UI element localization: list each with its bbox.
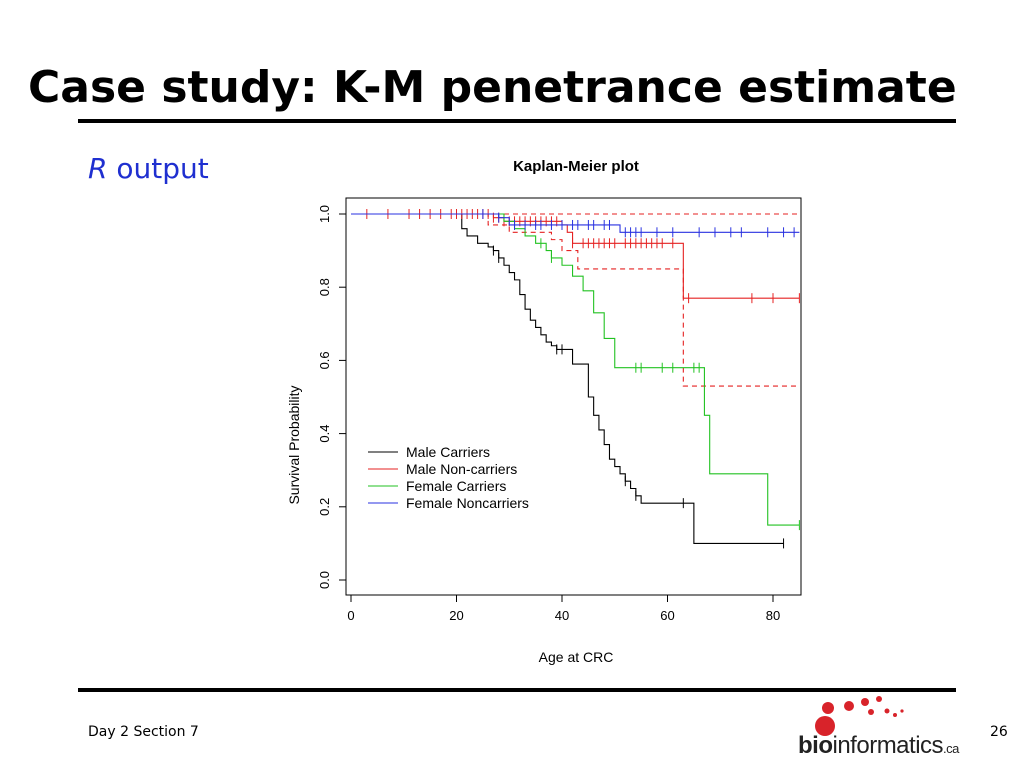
series-line-male-non-carriers-ci-lower [351, 213, 800, 387]
series-line-female-carriers [351, 213, 800, 526]
logo-wordmark: bioinformatics.ca [798, 732, 959, 760]
legend-label: Female Noncarriers [406, 495, 529, 511]
subtitle-output: output [107, 152, 209, 185]
y-axis-label: Survival Probability [286, 385, 302, 504]
x-tick-label: 40 [555, 608, 569, 623]
x-tick-label: 80 [766, 608, 780, 623]
subtitle-r: R [88, 152, 108, 185]
chart-title: Kaplan-Meier plot [513, 158, 639, 175]
kaplan-meier-chart: Kaplan-Meier plot 0 20 40 60 800.00.20.40.60… [286, 158, 802, 665]
y-tick-label: 0.8 [317, 278, 332, 296]
logo-ca: .ca [943, 741, 959, 756]
bioinformatics-logo-icon [815, 696, 904, 736]
series-line-female-noncarriers [351, 213, 800, 233]
x-tick-label: 0 [347, 608, 354, 623]
y-tick-label: 0.2 [317, 498, 332, 516]
footer-section-label: Day 2 Section 7 [88, 724, 199, 740]
plot-frame [345, 197, 802, 596]
plot-area: 0 20 40 60 80 0.0 0.2 0.4 0.6 0.8 1.0 Male Carriers… [317, 197, 802, 623]
y-tick-label: 0.4 [317, 425, 332, 443]
x-tick-label: 20 [449, 608, 463, 623]
title-underline [78, 119, 956, 123]
x-tick-label: 60 [660, 608, 674, 623]
legend-label: Male Non-carriers [406, 461, 517, 477]
footer-rule [78, 688, 956, 692]
y-tick-label: 1.0 [317, 205, 332, 223]
logo-bio: bio [798, 732, 833, 759]
y-tick-label: 0.0 [317, 571, 332, 589]
y-tick-label: 0.6 [317, 351, 332, 369]
legend-label: Female Carriers [406, 478, 506, 494]
series-line-male-non-carriers [351, 213, 800, 299]
slide-subtitle: R output [88, 152, 209, 185]
logo-informatics: informatics [832, 732, 944, 759]
page-number: 26 [990, 724, 1008, 740]
slide-title: Case study: K-M penetrance estimate [28, 62, 957, 113]
legend-label: Male Carriers [406, 444, 490, 460]
x-axis-label: Age at CRC [539, 649, 614, 665]
